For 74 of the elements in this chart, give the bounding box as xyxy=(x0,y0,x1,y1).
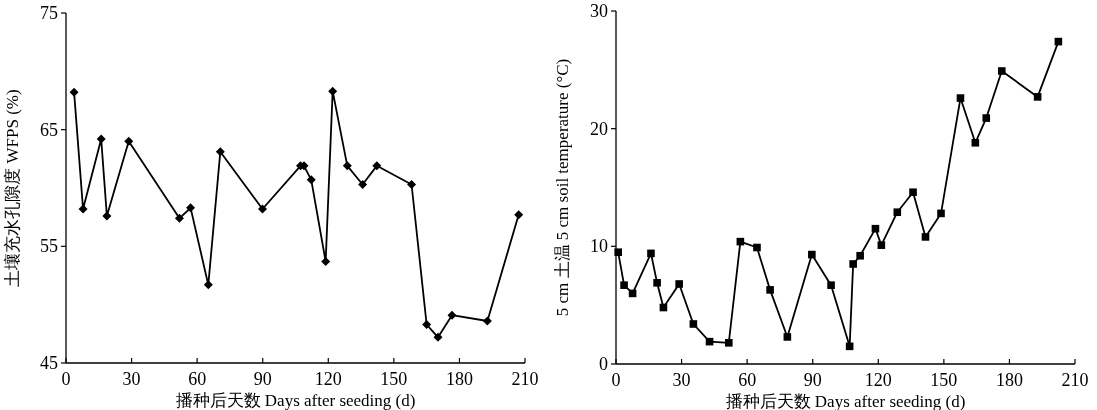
x-tick-label: 210 xyxy=(1061,370,1089,390)
point xyxy=(937,209,945,218)
point xyxy=(358,180,368,189)
point xyxy=(96,134,106,144)
point xyxy=(675,280,683,288)
x-tick-label: 30 xyxy=(672,370,691,390)
point xyxy=(124,136,134,146)
point xyxy=(971,138,980,147)
x-tick-label: 90 xyxy=(253,369,272,389)
point xyxy=(203,280,213,290)
point xyxy=(102,211,112,221)
y-tick-label: 65 xyxy=(40,119,58,140)
point xyxy=(753,243,761,252)
point xyxy=(856,251,864,260)
x-tick-label: 210 xyxy=(511,369,539,389)
point xyxy=(447,310,457,320)
point xyxy=(69,87,79,97)
x-axis-title: 播种后天数 Days after seeding (d) xyxy=(175,391,416,410)
y-tick-label: 30 xyxy=(590,1,608,21)
point xyxy=(956,94,965,102)
point xyxy=(827,281,835,289)
point xyxy=(620,281,628,289)
point xyxy=(783,333,792,341)
point xyxy=(689,320,698,328)
x-tick-label: 180 xyxy=(995,370,1023,390)
x-axis-title: 播种后天数 Days after seeding (d) xyxy=(725,392,966,410)
point xyxy=(647,249,655,258)
x-tick-label: 60 xyxy=(738,370,757,390)
point xyxy=(407,180,417,189)
x-tick-label: 0 xyxy=(61,369,71,389)
point xyxy=(422,320,432,329)
point xyxy=(342,161,352,171)
point xyxy=(877,241,886,249)
point xyxy=(997,67,1006,75)
point xyxy=(174,213,184,223)
point xyxy=(653,279,661,287)
x-tick-label: 150 xyxy=(380,369,408,389)
x-tick-label: 150 xyxy=(930,370,958,390)
point xyxy=(372,161,382,171)
point xyxy=(808,250,816,259)
y-axis-title: 土壤充水孔隙度 WFPS (%) xyxy=(3,89,22,287)
y-tick-label: 75 xyxy=(40,3,58,23)
x-tick-label: 90 xyxy=(803,370,822,390)
y-tick-label: 45 xyxy=(40,353,58,373)
point xyxy=(321,257,331,266)
point xyxy=(849,260,857,268)
point xyxy=(306,175,316,185)
point xyxy=(215,147,225,157)
point xyxy=(186,203,196,213)
point xyxy=(909,188,917,197)
point xyxy=(482,316,492,326)
y-tick-label: 0 xyxy=(599,354,608,374)
point xyxy=(433,332,443,342)
y-axis-title: 5 cm 土温 5 cm soil temperature (°C) xyxy=(553,58,572,317)
point xyxy=(766,286,774,294)
y-tick-label: 10 xyxy=(590,236,608,257)
x-tick-label: 120 xyxy=(864,370,892,390)
x-tick-label: 30 xyxy=(122,369,141,389)
point xyxy=(893,208,902,217)
point xyxy=(514,210,524,220)
point xyxy=(982,114,991,122)
y-tick-label: 55 xyxy=(40,236,58,257)
x-tick-label: 180 xyxy=(445,369,473,389)
point xyxy=(328,86,338,96)
y-tick-label: 20 xyxy=(590,118,608,139)
x-tick-label: 0 xyxy=(611,370,621,390)
point xyxy=(1033,93,1042,101)
point xyxy=(614,248,622,257)
point xyxy=(78,204,88,214)
point xyxy=(921,233,930,241)
x-tick-label: 120 xyxy=(314,369,342,389)
point xyxy=(724,339,733,347)
point xyxy=(258,204,267,214)
x-tick-label: 60 xyxy=(188,369,207,389)
